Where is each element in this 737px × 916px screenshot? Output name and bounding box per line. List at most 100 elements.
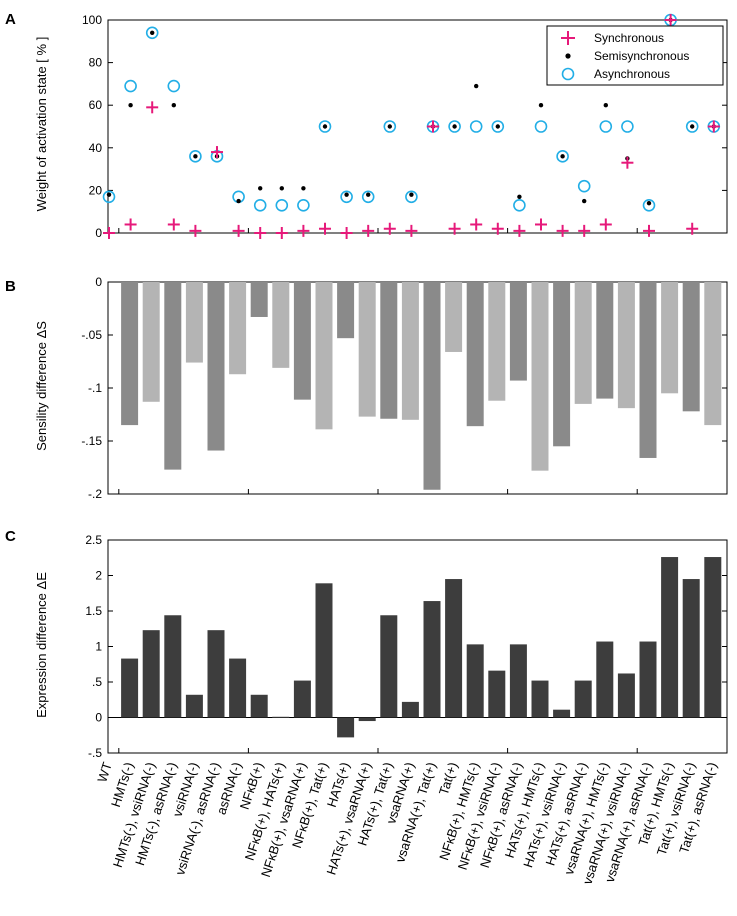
semisynchronous-point xyxy=(344,192,349,197)
semisynchronous-point xyxy=(690,124,695,129)
asynchronous-point xyxy=(189,150,202,163)
asynchronous-point xyxy=(621,120,634,133)
bar xyxy=(488,282,506,401)
panel-a-ytick-label: 40 xyxy=(89,141,103,155)
bar xyxy=(704,282,722,426)
synchronous-point xyxy=(535,218,547,231)
panel-a-ytick-label: 60 xyxy=(89,98,103,112)
panel-a-ytick-label: 20 xyxy=(89,183,103,197)
synchronous-point xyxy=(103,227,115,239)
category-label: vsiRNA(-), asRNA(-) xyxy=(172,760,223,877)
synchronous-point xyxy=(491,222,504,235)
bar xyxy=(401,701,419,718)
bar xyxy=(229,658,247,718)
synchronous-point xyxy=(578,224,591,237)
bar xyxy=(250,694,268,718)
bar xyxy=(682,579,700,718)
asynchronous-point xyxy=(599,120,613,133)
asynchronous-point xyxy=(297,199,310,212)
synchronous-point xyxy=(319,222,331,235)
asynchronous-point xyxy=(167,79,181,93)
bar xyxy=(272,282,290,368)
legend-semisynchronous-label: Semisynchronous xyxy=(594,49,689,63)
asynchronous-point xyxy=(513,199,526,212)
synchronous-point xyxy=(211,146,223,159)
bar xyxy=(466,644,484,718)
panel-a-plot: 0 20 40 60 80 100 xyxy=(82,13,728,240)
semisynchronous-point xyxy=(366,192,371,197)
panel-c-ytick-label: 1 xyxy=(95,640,102,654)
asynchronous-point xyxy=(102,190,116,204)
bar xyxy=(574,680,592,718)
synchronous-point xyxy=(275,227,288,239)
semisynchronous-point xyxy=(582,198,587,204)
bar xyxy=(142,630,160,718)
asynchronous-point xyxy=(275,199,289,212)
semisynchronous-point xyxy=(279,186,284,191)
semisynchronous-point xyxy=(409,192,414,197)
synchronous-point xyxy=(427,120,439,133)
bar xyxy=(185,694,203,718)
legend-synchronous-marker xyxy=(561,31,575,45)
synchronous-point xyxy=(124,218,137,231)
asynchronous-point xyxy=(253,199,267,212)
asynchronous-point xyxy=(642,199,656,212)
semisynchronous-point xyxy=(322,124,328,129)
panel-c-ytick-label: 2 xyxy=(95,569,102,583)
synchronous-point xyxy=(643,224,655,237)
panel-c-plot: -.5 0 .5 1 1.5 2 2.5 xyxy=(85,533,728,760)
panel-b-plot: -.2 -.15 -.1 -.05 0 xyxy=(81,275,728,501)
panel-c-ytick-label: .5 xyxy=(92,675,102,689)
panel-c-ytick-label: -.5 xyxy=(88,746,102,760)
bar xyxy=(164,615,182,718)
bar xyxy=(272,716,290,718)
synchronous-point xyxy=(297,224,310,237)
semisynchronous-point xyxy=(171,103,176,108)
bar xyxy=(553,709,571,718)
semisynchronous-point xyxy=(128,103,133,108)
semisynchronous-point xyxy=(193,154,198,159)
asynchronous-point xyxy=(534,120,548,133)
legend-asynchronous-label: Asynchronous xyxy=(594,67,670,81)
synchronous-point xyxy=(513,224,526,237)
synchronous-point xyxy=(686,222,699,235)
bar xyxy=(553,282,571,447)
asynchronous-point xyxy=(361,190,375,204)
synchronous-point xyxy=(470,218,483,231)
synchronous-point xyxy=(146,101,159,114)
bar xyxy=(121,282,139,426)
bar xyxy=(509,282,527,381)
bar xyxy=(250,282,268,317)
bar xyxy=(509,644,527,718)
bar xyxy=(531,282,549,471)
bar xyxy=(617,673,635,718)
bar xyxy=(293,680,311,718)
asynchronous-point xyxy=(383,120,397,133)
bar xyxy=(445,579,463,718)
bar xyxy=(596,282,614,399)
bar xyxy=(423,601,441,718)
bar xyxy=(142,282,160,402)
bar xyxy=(704,557,722,718)
asynchronous-point xyxy=(556,150,569,163)
semisynchronous-point xyxy=(387,124,392,129)
bar xyxy=(617,282,635,409)
legend: Synchronous Semisynchronous Asynchronous xyxy=(546,25,724,86)
asynchronous-point xyxy=(491,120,505,133)
panel-b-ytick-label: 0 xyxy=(95,275,102,289)
legend-synchronous-label: Synchronous xyxy=(594,31,664,45)
bar xyxy=(315,282,333,430)
bar xyxy=(207,630,225,718)
panel-b-ytick-label: -.05 xyxy=(81,328,102,342)
panel-c-ytick-label: 1.5 xyxy=(85,604,102,618)
semisynchronous-point xyxy=(452,124,457,129)
panel-a-frame xyxy=(107,19,728,234)
legend-asynchronous-marker xyxy=(561,67,575,81)
semisynchronous-point xyxy=(560,154,565,159)
synchronous-point xyxy=(362,224,375,237)
synchronous-point xyxy=(448,222,461,235)
bar xyxy=(358,282,376,417)
panel-b-ytick-label: -.1 xyxy=(88,381,102,395)
panel-b-ytick-label: -.2 xyxy=(88,487,102,501)
bar xyxy=(488,670,506,718)
